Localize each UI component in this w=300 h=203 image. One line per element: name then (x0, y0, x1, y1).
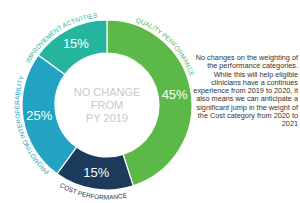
category-label-text: PROMOTING INTEROPERABILITY (13, 74, 50, 176)
data-label: 15% (83, 165, 109, 180)
data-label: 25% (26, 108, 52, 123)
category-label-text: QUALITY PERFORMANCE (135, 16, 196, 77)
data-label: 15% (63, 36, 89, 51)
annotation: No changes on the weighting of the perfo… (188, 54, 298, 129)
centre-title: FROM (91, 99, 123, 111)
donut-slice (38, 20, 107, 74)
category-label: COST PERFORMANCE (59, 181, 128, 200)
data-label: 45% (162, 87, 188, 102)
slices (22, 20, 192, 190)
centre-title: PY 2019 (86, 112, 128, 124)
category-label: PROMOTING INTEROPERABILITY (13, 74, 50, 176)
chart-root: 45% 15% 25% 15% QUALITY PERFORMANCE COST PERF… (0, 0, 300, 203)
category-label-text: IMPROVEMENT ACTIVITIES (24, 11, 98, 63)
centre-title: NO CHANGE (74, 86, 141, 98)
category-label: QUALITY PERFORMANCE (135, 16, 196, 77)
category-label-text: COST PERFORMANCE (59, 181, 128, 200)
category-label: IMPROVEMENT ACTIVITIES (24, 11, 98, 63)
